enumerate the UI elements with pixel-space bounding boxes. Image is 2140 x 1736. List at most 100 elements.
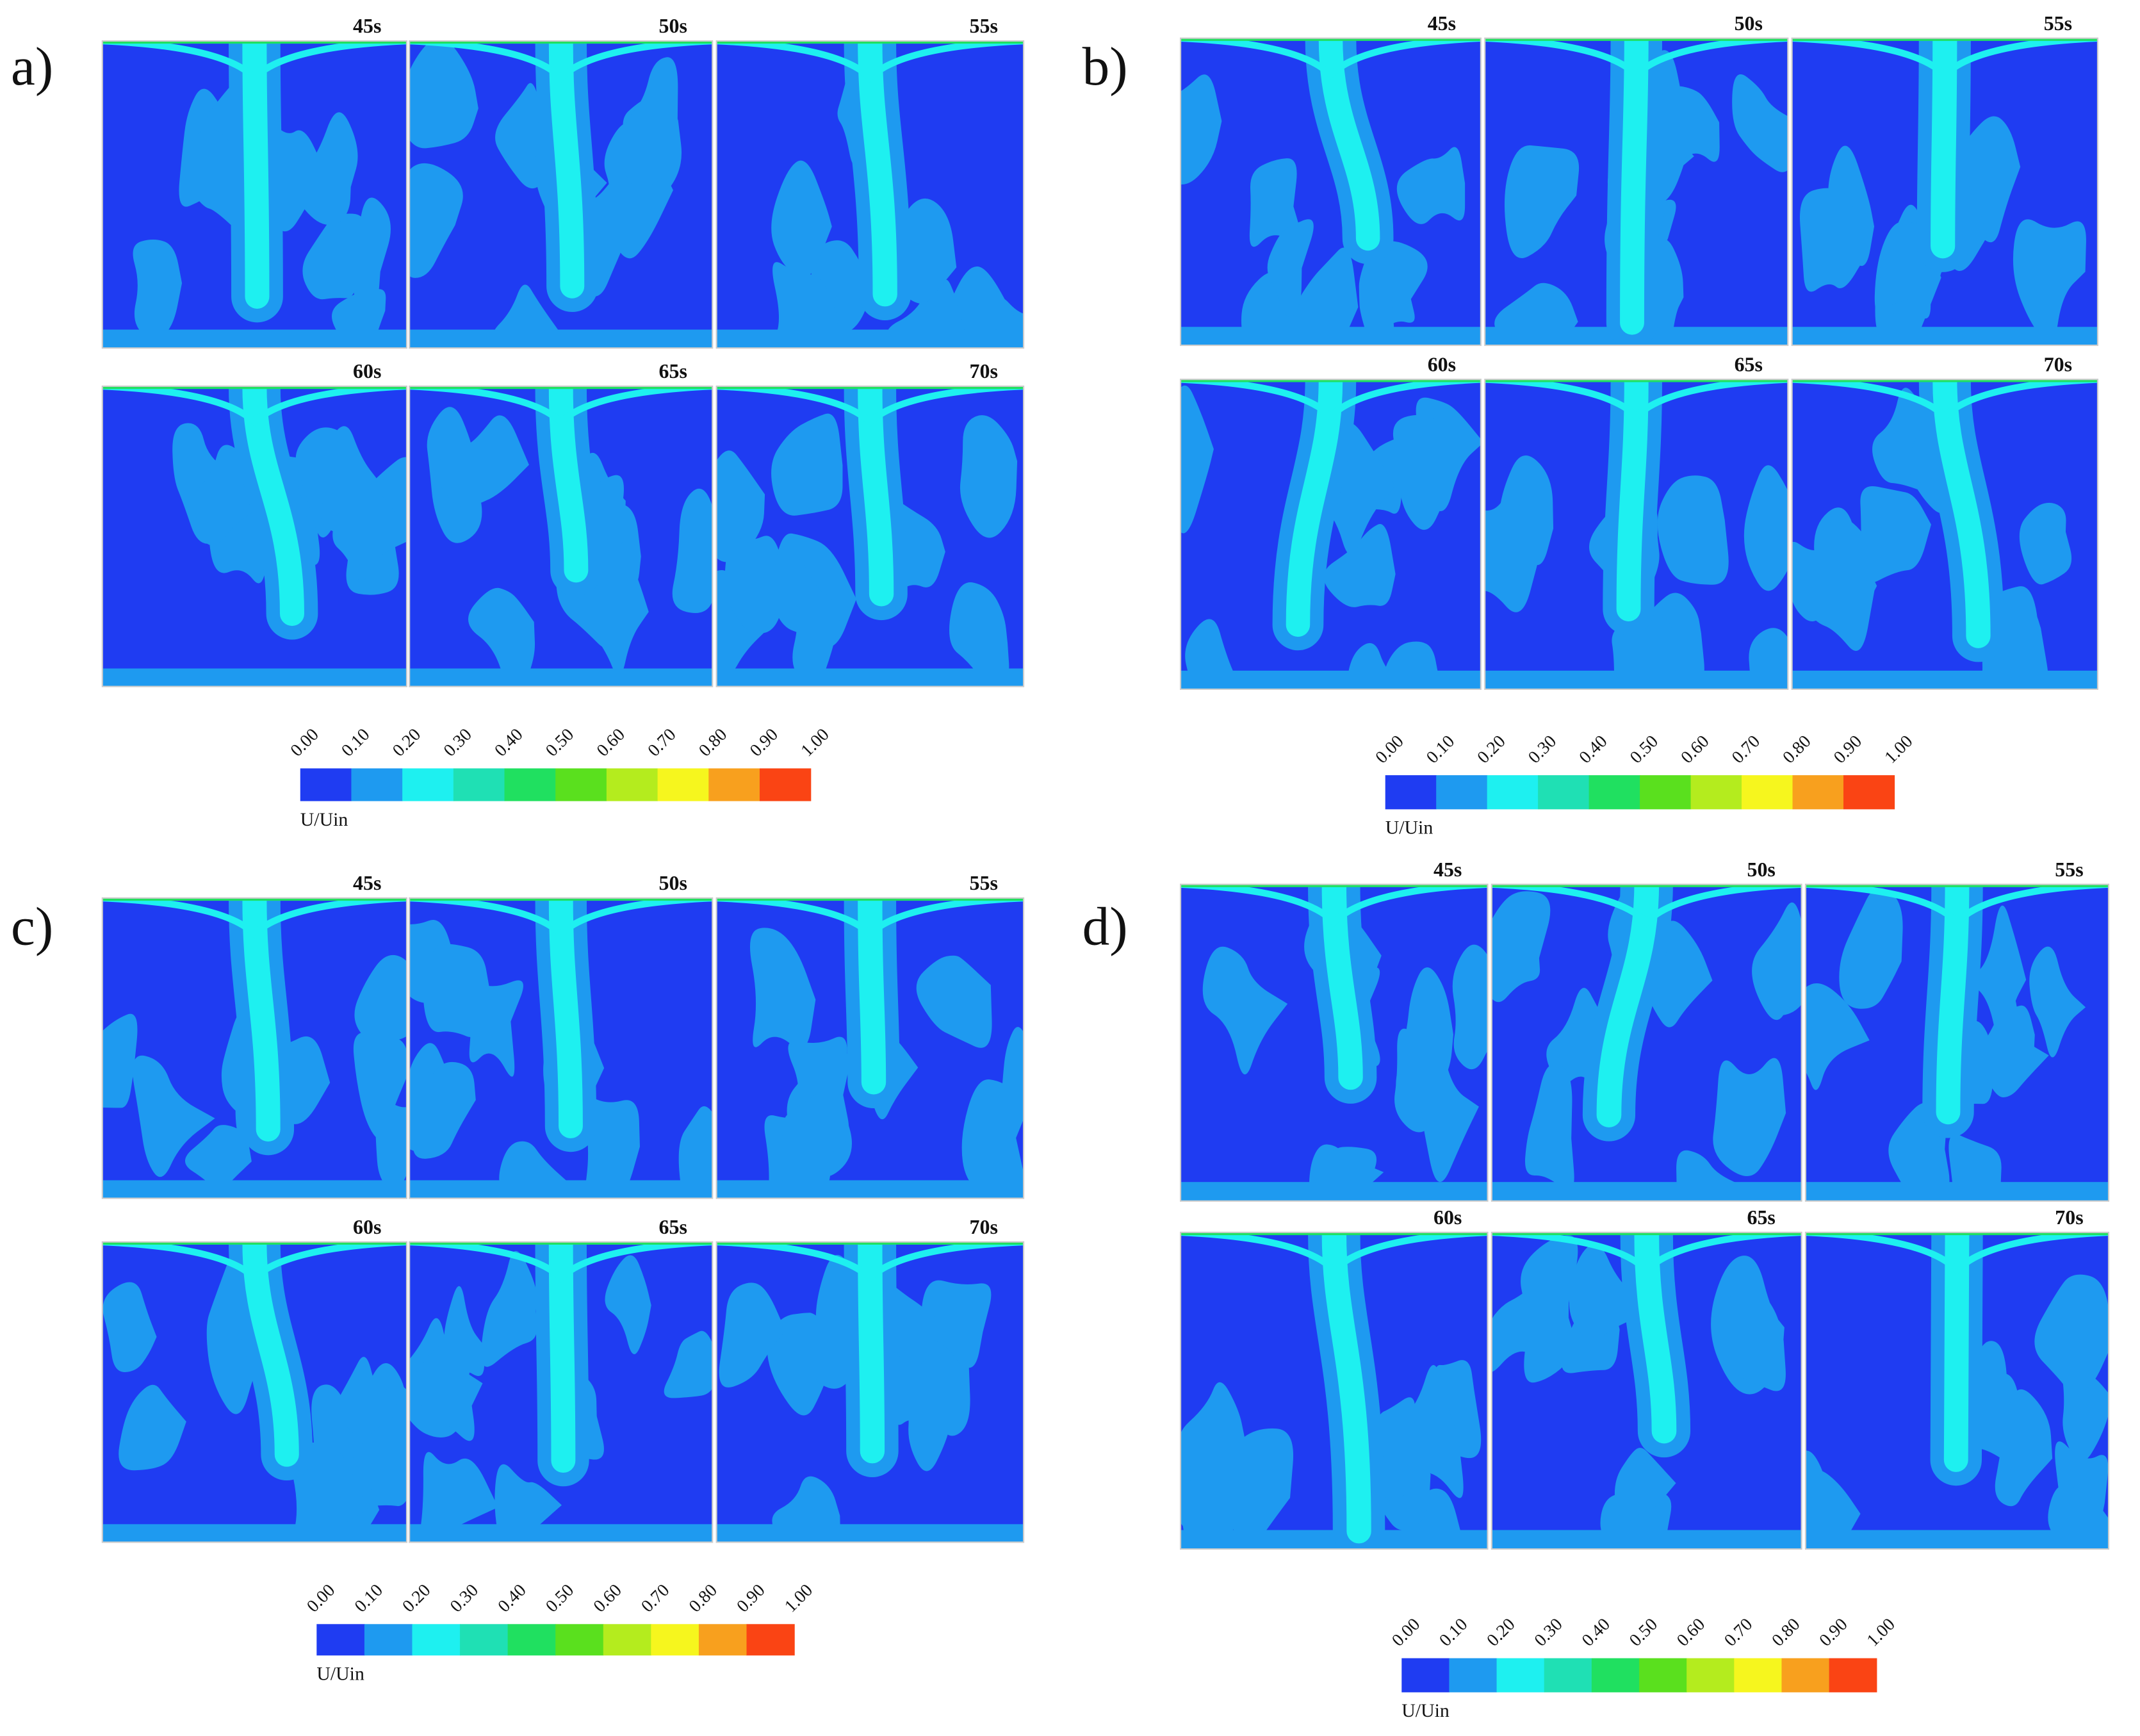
contour-frame — [409, 897, 713, 1199]
contour-frame — [1180, 1232, 1488, 1550]
colorbar-tick-label: 0.00 — [286, 724, 322, 760]
colorbar-tick-label: 0.60 — [1672, 1614, 1708, 1650]
panel-label: d) — [1082, 896, 1128, 956]
colorbar-label: U/Uin — [1385, 817, 1433, 839]
contour-blob — [1798, 517, 1875, 651]
jet-spread — [102, 1241, 407, 1283]
colorbar-swatch — [1538, 775, 1590, 810]
colorbar-swatch — [412, 1624, 461, 1656]
frame-border — [1491, 1231, 1802, 1550]
frame-border — [101, 40, 408, 349]
contour-blob — [1180, 74, 1222, 184]
bottom-band — [409, 668, 713, 687]
time-label: 45s — [353, 15, 381, 37]
colorbar-tick-label: 0.10 — [350, 1580, 386, 1616]
colorbar-tick-label: 0.80 — [685, 1580, 721, 1616]
bottom-band — [1180, 1182, 1488, 1201]
contour-blob — [1799, 188, 1867, 292]
frame-border — [715, 385, 1025, 687]
frame-border — [715, 40, 1025, 349]
contour-blob — [1296, 247, 1359, 345]
colorbar-swatch — [402, 768, 454, 801]
jet-spread — [409, 1241, 713, 1283]
jet-spread — [1491, 884, 1802, 928]
colorbar-swatch — [316, 1624, 365, 1656]
colorbar-swatch — [708, 768, 760, 801]
contour-blob — [332, 489, 407, 581]
jet-spread — [1180, 379, 1481, 422]
contour-frame — [1491, 1232, 1802, 1550]
colorbar-swatch — [1385, 775, 1437, 810]
contour-blob — [582, 543, 649, 676]
colorbar-swatch — [1639, 1658, 1687, 1692]
panel: c) 45s 50s 55s 60s 65s 70s 0.00 0.10 0.20 0.30 0.40… — [11, 872, 1025, 1685]
colorbar-swatch — [1829, 1658, 1877, 1692]
time-label: 50s — [659, 15, 687, 37]
bottom-band — [716, 1524, 1024, 1543]
colorbar-tick-label: 0.60 — [589, 1580, 625, 1616]
colorbar-swatch — [657, 768, 709, 801]
contour-frame — [716, 897, 1024, 1199]
colorbar-tick-label: 0.60 — [1677, 731, 1713, 767]
contour-blob — [1001, 1027, 1024, 1115]
colorbar-tick-label: 0.70 — [1728, 731, 1763, 767]
jet-spread — [1180, 884, 1488, 928]
bottom-band — [102, 1524, 407, 1543]
colorbar-tick-label: 0.40 — [494, 1580, 530, 1616]
jet-spread — [716, 897, 1024, 939]
colorbar-tick-label: 0.60 — [592, 724, 628, 760]
contour-blob — [409, 40, 478, 149]
contour-blob — [420, 1452, 498, 1543]
colorbar-tick-label: 0.90 — [1829, 731, 1865, 767]
panel-label: c) — [11, 896, 53, 956]
contour-blob — [1267, 219, 1314, 318]
colorbar-tick-label: 0.30 — [446, 1580, 482, 1616]
contour-blob — [1860, 486, 1931, 583]
time-label: 65s — [1747, 1206, 1776, 1229]
panel-label: b) — [1082, 37, 1128, 97]
frame-border — [1484, 379, 1789, 690]
jet-spread — [1792, 379, 2098, 422]
contour-frame — [102, 40, 407, 348]
contour-blob — [792, 559, 840, 684]
colorbar-tick-label: 1.00 — [797, 724, 833, 760]
contour-blob — [1359, 239, 1394, 346]
contour-blob — [2029, 946, 2086, 1058]
contour-blob — [184, 1125, 252, 1192]
time-label: 60s — [353, 1216, 381, 1238]
contour-blob — [1396, 147, 1466, 224]
jet-spread — [1180, 1232, 1488, 1275]
bottom-band — [1180, 670, 1481, 689]
colorbar-tick-label: 1.00 — [1881, 731, 1916, 767]
contour-blob — [605, 1255, 651, 1355]
colorbar-tick-label: 0.80 — [1779, 731, 1815, 767]
contour-blob — [1180, 385, 1214, 534]
frame-border — [715, 1241, 1025, 1543]
bottom-band — [1792, 670, 2098, 689]
contour-blob — [724, 536, 788, 634]
colorbar-tick-label: 0.30 — [1530, 1614, 1566, 1650]
jet-core — [858, 897, 886, 1095]
contour-blob — [1744, 465, 1788, 591]
colorbar-swatch — [555, 768, 607, 801]
contour-blob — [1396, 967, 1454, 1106]
time-label: 55s — [970, 872, 998, 894]
time-label: 45s — [1428, 12, 1456, 35]
contour-blob — [435, 415, 529, 508]
contour-blob — [623, 57, 679, 188]
frame-border — [1491, 883, 1802, 1202]
colorbar-tick-label: 1.00 — [780, 1580, 816, 1616]
colorbar-tick-label: 0.80 — [1768, 1614, 1804, 1650]
contour-frame — [716, 386, 1024, 687]
contour-blob — [1805, 983, 1870, 1090]
colorbar-tick-label: 0.50 — [1625, 1614, 1661, 1650]
colorbar-swatch — [759, 768, 812, 801]
colorbar-swatch — [1781, 1658, 1830, 1692]
contour-blob — [772, 262, 839, 348]
contour-blob — [716, 450, 765, 562]
time-label: 70s — [970, 1216, 998, 1238]
contour-frame — [1485, 379, 1788, 689]
jet-spread — [102, 897, 407, 939]
jet-spread — [716, 386, 1024, 427]
